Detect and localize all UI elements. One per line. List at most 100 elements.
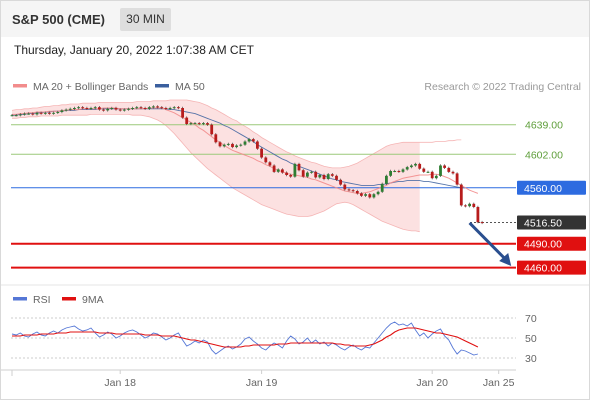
main-legend: MA 20 + Bollinger Bands MA 50 bbox=[13, 81, 205, 93]
candle-body bbox=[368, 194, 372, 198]
last-price-badge bbox=[517, 215, 586, 230]
candle-body bbox=[422, 168, 426, 172]
candle-body bbox=[222, 144, 226, 147]
rsi-panel: 70 50 30 bbox=[11, 313, 537, 365]
candle-body bbox=[27, 113, 30, 115]
x-axis: Jan 18 Jan 19 Jan 20 Jan 25 bbox=[11, 370, 515, 389]
candle-body bbox=[318, 175, 322, 178]
rsi-ma-line bbox=[12, 327, 479, 348]
candle-body bbox=[372, 194, 376, 198]
rsi-line bbox=[11, 321, 479, 356]
candle-body bbox=[256, 141, 259, 149]
candle-body bbox=[18, 114, 22, 116]
candle-body bbox=[439, 165, 442, 176]
candle-body bbox=[56, 112, 60, 113]
last-price-text: 4516.50 bbox=[524, 218, 562, 230]
candle-body bbox=[210, 124, 214, 135]
candle-body bbox=[330, 174, 334, 176]
candle-body bbox=[397, 171, 401, 172]
candle-body bbox=[455, 173, 459, 185]
level-label-4639.00: 4639.00 bbox=[525, 120, 563, 132]
candle-body bbox=[243, 141, 247, 145]
bollinger-lower-line bbox=[12, 114, 420, 233]
candle-body bbox=[480, 222, 484, 224]
candle-body bbox=[131, 108, 134, 109]
candle-body bbox=[81, 107, 85, 109]
candle-body bbox=[268, 162, 272, 166]
candle-body bbox=[168, 108, 172, 109]
candle-body bbox=[77, 107, 80, 109]
candle-body bbox=[281, 169, 284, 173]
candle-body bbox=[48, 112, 51, 114]
forecast-arrow-shaft bbox=[468, 221, 508, 262]
candle-body bbox=[326, 174, 330, 179]
candle-body bbox=[385, 175, 388, 184]
level-badge-text-4460.00: 4460.00 bbox=[524, 263, 562, 275]
candle-body bbox=[426, 171, 430, 173]
candle-body bbox=[410, 165, 413, 168]
candle-body bbox=[434, 175, 438, 179]
level-badge-text-4490.00: 4490.00 bbox=[524, 239, 562, 251]
level-badge-text-4560.00: 4560.00 bbox=[524, 183, 562, 195]
bollinger-legend-swatch bbox=[13, 84, 27, 88]
candlesticks bbox=[10, 105, 484, 225]
candle-body bbox=[177, 107, 180, 109]
candle-body bbox=[127, 108, 130, 110]
ma50-legend-swatch bbox=[155, 84, 169, 88]
candle-body bbox=[189, 123, 193, 125]
candle-body bbox=[472, 203, 476, 207]
candle-body bbox=[214, 134, 218, 143]
level-badge-4460.00 bbox=[517, 260, 586, 275]
rsi-legend: RSI 9MA bbox=[13, 294, 104, 306]
candle-body bbox=[39, 112, 43, 114]
candle-body bbox=[231, 143, 234, 148]
candle-body bbox=[360, 193, 363, 196]
candle-body bbox=[14, 115, 18, 117]
candle-body bbox=[193, 123, 197, 125]
candle-body bbox=[376, 191, 380, 195]
price-level-labels: 4639.00 4602.00 4560.00 4490.00 4460.00 4516.… bbox=[517, 120, 586, 275]
price-levels bbox=[11, 124, 516, 269]
candle-body bbox=[218, 142, 222, 147]
bollinger-upper-line bbox=[11, 99, 462, 169]
rsi-ma-legend-swatch bbox=[62, 297, 76, 301]
candle-body bbox=[414, 163, 417, 166]
x-tick-label-Jan-18: Jan 18 bbox=[104, 377, 136, 389]
level-badge-4560.00 bbox=[517, 180, 586, 195]
candle-body bbox=[285, 172, 288, 175]
forecast-arrow bbox=[468, 221, 512, 266]
candle-body bbox=[260, 148, 263, 158]
candle-body bbox=[430, 171, 434, 179]
candle-body bbox=[85, 108, 89, 109]
forecast-arrow-head bbox=[499, 253, 512, 266]
rsi-ma-legend-label: 9MA bbox=[82, 294, 104, 306]
candle-body bbox=[335, 175, 338, 180]
rsi-level-label-70: 70 bbox=[525, 313, 537, 325]
candle-body bbox=[172, 107, 176, 109]
candle-body bbox=[152, 106, 155, 108]
candle-body bbox=[68, 108, 72, 110]
candle-body bbox=[181, 108, 184, 118]
candle-body bbox=[401, 169, 405, 172]
candle-body bbox=[405, 167, 409, 170]
symbol-title: S&P 500 (CME) bbox=[12, 12, 105, 27]
rsi-level-label-50: 50 bbox=[525, 333, 537, 345]
candle-body bbox=[289, 175, 293, 177]
candle-body bbox=[355, 191, 359, 194]
candle-body bbox=[364, 194, 367, 196]
candle-body bbox=[343, 184, 347, 190]
candle-body bbox=[339, 179, 342, 185]
candle-body bbox=[135, 107, 139, 109]
candle-body bbox=[235, 145, 238, 148]
candle-body bbox=[293, 163, 297, 177]
candle-body bbox=[264, 157, 268, 163]
candle-body bbox=[197, 123, 201, 125]
x-tick-label-Jan-20: Jan 20 bbox=[416, 377, 448, 389]
candle-body bbox=[122, 109, 126, 111]
candle-body bbox=[143, 108, 147, 109]
candle-body bbox=[60, 110, 64, 112]
rsi-level-label-30: 30 bbox=[525, 353, 537, 365]
timeframe-badge[interactable]: 30 MIN bbox=[120, 8, 171, 31]
